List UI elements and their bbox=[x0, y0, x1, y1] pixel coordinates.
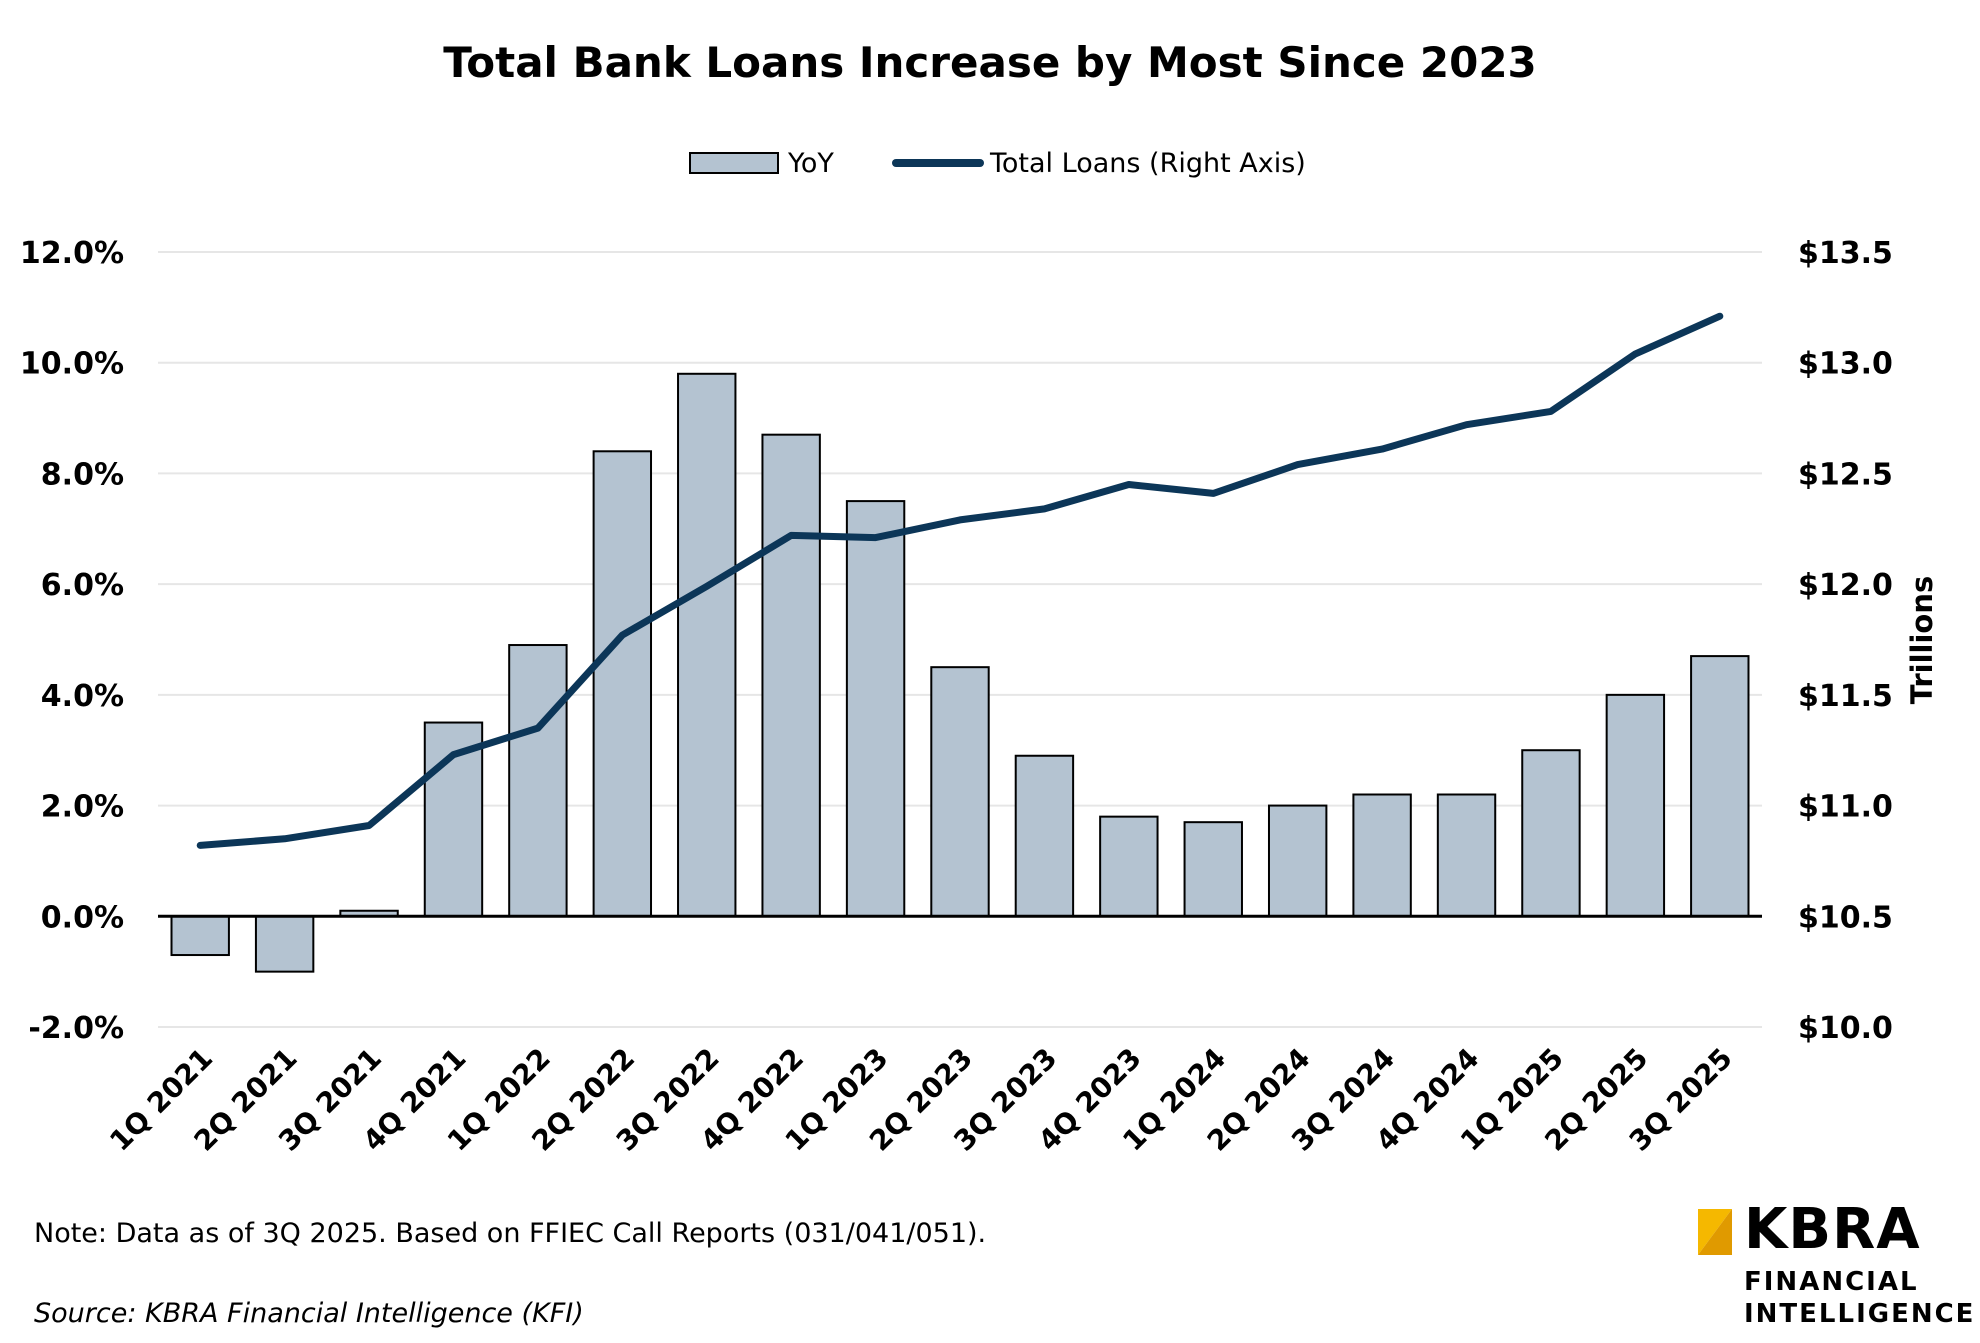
right-tick-label: $11.5 bbox=[1798, 679, 1893, 714]
source-note: Source: KBRA Financial Intelligence (KFI… bbox=[34, 1298, 584, 1329]
right-axis-ticks: $13.5 $13.0 $12.5 $12.0 $11.5 $11.0 $10.5 $10.0 bbox=[1798, 236, 1893, 1046]
total-loans-line bbox=[196, 312, 1724, 849]
legend-label-total-loans: Total Loans (Right Axis) bbox=[989, 148, 1306, 179]
logo-subline-2: INTELLIGENCE bbox=[1744, 1299, 1976, 1329]
legend-swatch-yoy bbox=[689, 152, 779, 174]
right-tick-label: $10.5 bbox=[1798, 900, 1893, 935]
bar bbox=[1521, 749, 1581, 918]
right-tick-label: $12.5 bbox=[1798, 457, 1893, 492]
bar bbox=[254, 915, 315, 973]
logo-wordmark: KBRA bbox=[1744, 1197, 1921, 1262]
bar bbox=[1099, 815, 1159, 918]
right-tick-label: $13.5 bbox=[1798, 236, 1893, 271]
bar bbox=[845, 500, 906, 918]
kbra-logo-mark-icon bbox=[1698, 1209, 1732, 1255]
bar bbox=[592, 450, 653, 918]
bar bbox=[761, 433, 821, 918]
chart-title: Total Bank Loans Increase by Most Since … bbox=[443, 38, 1537, 87]
bar bbox=[1014, 754, 1075, 918]
left-tick-label: 8.0% bbox=[41, 457, 124, 492]
left-tick-label: 2.0% bbox=[41, 790, 124, 825]
bar bbox=[170, 915, 230, 957]
bar bbox=[930, 666, 990, 918]
bar bbox=[1436, 793, 1497, 918]
left-tick-label: 10.0% bbox=[20, 347, 124, 382]
bar bbox=[508, 644, 568, 918]
left-tick-label: 12.0% bbox=[20, 236, 124, 271]
logo-subline-1: FINANCIAL bbox=[1744, 1267, 1919, 1297]
right-tick-label: $13.0 bbox=[1798, 347, 1893, 382]
bar bbox=[1690, 655, 1750, 918]
bar bbox=[1352, 793, 1412, 918]
legend: YoY Total Loans (Right Axis) bbox=[689, 148, 1306, 179]
left-tick-label: 6.0% bbox=[41, 568, 124, 603]
kbra-logo: KBRA FINANCIAL INTELLIGENCE bbox=[1698, 1197, 1973, 1335]
bar bbox=[1605, 693, 1666, 918]
footnote: Note: Data as of 3Q 2025. Based on FFIEC… bbox=[34, 1218, 987, 1249]
right-tick-label: $10.0 bbox=[1798, 1011, 1893, 1046]
bar bbox=[1183, 821, 1243, 918]
right-axis-title: Trillions bbox=[1905, 576, 1939, 705]
bar bbox=[1267, 804, 1328, 918]
left-axis-ticks: 12.0% 10.0% 8.0% 6.0% 4.0% 2.0% 0.0% -2.0% bbox=[20, 236, 124, 1046]
right-tick-label: $11.0 bbox=[1798, 790, 1893, 825]
left-tick-label: 4.0% bbox=[41, 679, 124, 714]
left-tick-label: -2.0% bbox=[28, 1011, 124, 1046]
legend-label-yoy: YoY bbox=[787, 148, 834, 179]
bar bbox=[677, 372, 737, 918]
bar-series bbox=[170, 372, 1750, 973]
left-tick-label: 0.0% bbox=[41, 900, 124, 935]
line-series bbox=[196, 312, 1724, 849]
right-tick-label: $12.0 bbox=[1798, 568, 1893, 603]
